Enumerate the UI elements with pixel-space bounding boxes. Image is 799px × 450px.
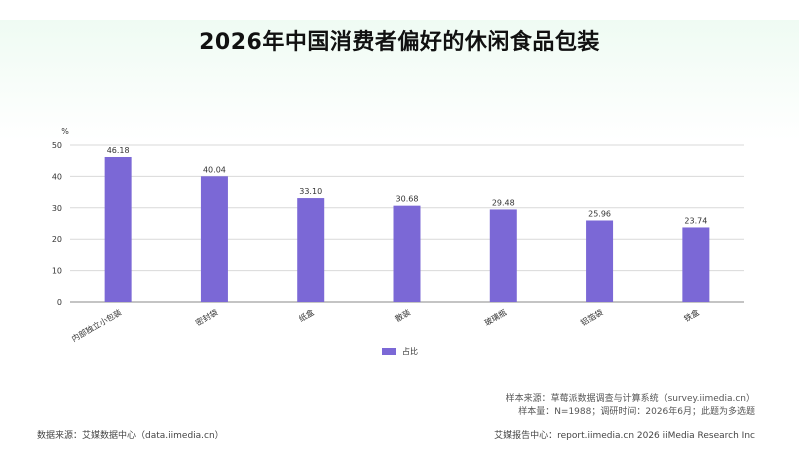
x-tick-label: 铝箔袋 [579,307,605,328]
sample-source-note: 样本来源：草莓派数据调查与计算系统（survey.iimedia.cn） [505,394,755,404]
y-tick-label: 30 [52,204,62,213]
bar [104,156,132,302]
bar [200,176,228,302]
sample-size-note: 样本量：N=1988；调研时间：2026年6月；此题为多选题 [518,407,755,417]
x-tick-label: 散装 [393,307,412,324]
x-tick-label: 玻璃瓶 [483,307,509,328]
bar [393,205,421,302]
legend-swatch [382,348,396,355]
x-tick-label: 密封袋 [194,307,220,328]
report-center-footer: 艾媒报告中心：report.iimedia.cn 2026 iiMedia Re… [494,431,755,441]
legend: 占比 [382,346,418,357]
chart-title: 2026年中国消费者偏好的休闲食品包装 [199,30,600,55]
y-axis-unit: % [61,127,69,136]
x-tick-label: 铁盒 [682,307,701,324]
x-tick-label: 纸盒 [297,307,316,324]
y-tick-label: 50 [52,141,62,150]
data-label: 29.48 [492,198,515,207]
bar [586,220,614,302]
y-tick-label: 0 [57,298,62,307]
bar [297,198,325,302]
data-label: 46.18 [107,146,130,155]
watermark-band [0,20,799,140]
data-label: 30.68 [396,195,419,204]
x-tick-label: 内部独立小包装 [70,307,123,344]
bar [489,209,517,302]
data-label: 33.10 [299,187,322,196]
legend-label: 占比 [402,347,418,356]
y-tick-label: 40 [52,172,62,181]
data-source-footer: 数据来源：艾媒数据中心（data.iimedia.cn） [37,431,224,441]
data-label: 23.74 [684,216,707,225]
y-tick-label: 10 [52,267,62,276]
y-tick-label: 20 [52,235,62,244]
data-label: 25.96 [588,209,611,218]
data-label: 40.04 [203,165,226,174]
bar [682,227,710,302]
